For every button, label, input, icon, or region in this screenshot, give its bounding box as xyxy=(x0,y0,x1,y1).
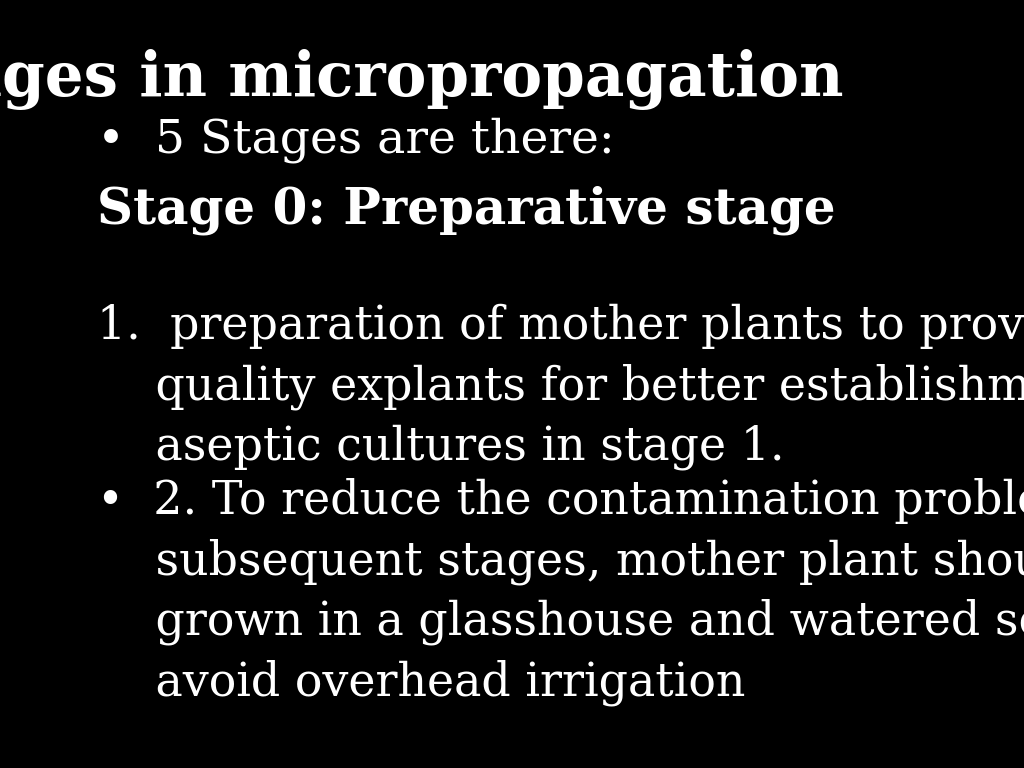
Text: •  5 Stages are there:: • 5 Stages are there: xyxy=(97,118,615,164)
Text: •  2. To reduce the contamination problem in the
    subsequent stages, mother p: • 2. To reduce the contamination problem… xyxy=(97,478,1024,707)
Text: Stage 0: Preparative stage: Stage 0: Preparative stage xyxy=(97,186,836,235)
Text: Stages in micropropagation: Stages in micropropagation xyxy=(0,49,844,111)
Text: 1.  preparation of mother plants to provide
    quality explants for better esta: 1. preparation of mother plants to provi… xyxy=(97,303,1024,470)
